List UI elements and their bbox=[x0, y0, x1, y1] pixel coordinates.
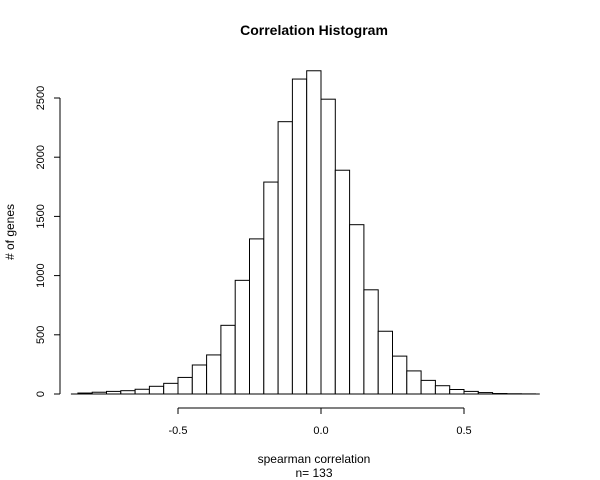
histogram-bar bbox=[177, 376, 193, 395]
histogram-bar bbox=[106, 390, 122, 395]
y-tick-label: 2000 bbox=[35, 145, 47, 169]
histogram-bar bbox=[349, 224, 365, 395]
y-axis-ticks: 0 500 1000 1500 2000 2500 bbox=[35, 86, 60, 397]
histogram-bar bbox=[277, 121, 293, 395]
histogram-bar bbox=[477, 392, 494, 395]
y-tick-label: 1000 bbox=[35, 263, 47, 287]
histogram-bar bbox=[334, 169, 351, 395]
histogram-bar bbox=[249, 238, 265, 395]
x-axis-ticks: -0.5 0.0 0.5 bbox=[169, 408, 472, 437]
y-tick-label: 0 bbox=[35, 391, 47, 397]
histogram-bar bbox=[392, 355, 408, 395]
histogram-bar bbox=[206, 354, 222, 395]
y-tick-label: 500 bbox=[35, 326, 47, 344]
histogram-bar bbox=[406, 370, 422, 395]
histogram-bar bbox=[420, 379, 436, 395]
histogram-bar bbox=[363, 289, 379, 395]
histogram-bar bbox=[463, 390, 479, 395]
histogram-bar bbox=[320, 98, 336, 395]
histogram-bar bbox=[77, 392, 93, 395]
histogram-bar bbox=[148, 385, 165, 395]
histogram-bar bbox=[377, 330, 394, 395]
histogram-bar bbox=[120, 390, 136, 395]
sample-size-label: n= 133 bbox=[295, 466, 332, 480]
x-tick-label: 0.0 bbox=[313, 425, 328, 437]
histogram-bar bbox=[234, 279, 250, 395]
x-tick-label: 0.5 bbox=[456, 425, 471, 437]
histogram-bar bbox=[163, 382, 179, 395]
histogram-bar bbox=[134, 388, 150, 395]
x-tick-label: -0.5 bbox=[169, 425, 188, 437]
histogram-bar bbox=[449, 389, 465, 395]
histogram-bar bbox=[263, 181, 279, 395]
histogram-bar bbox=[91, 391, 107, 395]
histogram-bar bbox=[220, 324, 236, 395]
x-axis-label: spearman correlation bbox=[258, 452, 371, 466]
y-axis-label: # of genes bbox=[3, 204, 17, 260]
bars-group bbox=[70, 70, 540, 395]
y-tick-label: 2500 bbox=[35, 86, 47, 110]
histogram-bar bbox=[306, 70, 322, 395]
histogram-bar bbox=[291, 78, 308, 395]
histogram-bar bbox=[434, 385, 451, 395]
chart-title: Correlation Histogram bbox=[240, 22, 388, 38]
y-tick-label: 1500 bbox=[35, 204, 47, 228]
histogram-bar bbox=[191, 364, 208, 395]
